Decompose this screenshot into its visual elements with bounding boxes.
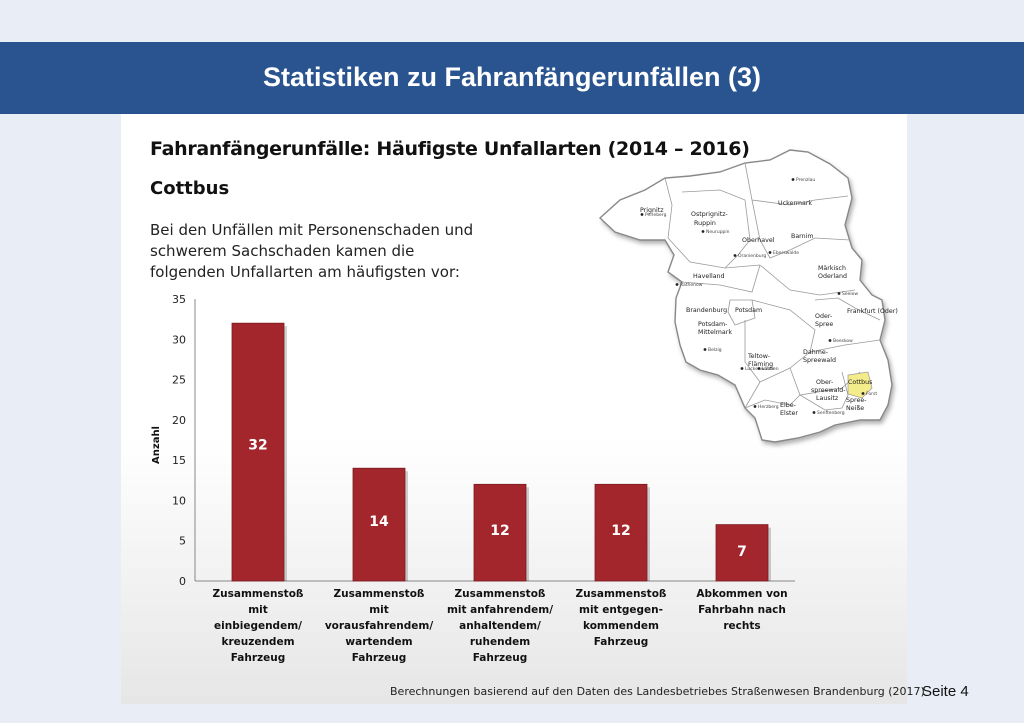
map-region-label: Dahme-: [803, 349, 828, 356]
bar-value-label: 12: [490, 523, 509, 539]
y-tick-label: 10: [172, 494, 186, 507]
y-tick-label: 20: [172, 414, 186, 427]
map-region-label: Fläming: [748, 361, 773, 368]
map-town-dot: [640, 213, 644, 216]
map-region-label: Potsdam-: [698, 321, 727, 328]
map-town-label: Eberswalde: [773, 250, 799, 256]
bar: [715, 524, 769, 582]
cottbus-highlight: [847, 371, 873, 399]
region-label: Cottbus: [150, 178, 230, 199]
map-town-dot: [701, 230, 705, 233]
y-tick-label: 25: [172, 374, 186, 387]
map-region-label: Ostprignitz-: [691, 211, 728, 218]
bar-value-label: 7: [737, 544, 747, 560]
map-town-label: Seelow: [842, 291, 858, 297]
map-town-label: Belzig: [708, 347, 722, 353]
category-label: Zusammenstoß mit entgegen-kommendem Fahrze…: [576, 588, 667, 648]
map-region-label: Märkisch: [818, 265, 846, 272]
map-region-label: Prignitz: [640, 207, 664, 214]
category-label: Zusammenstoß mit vorausfahrendem/wartendem…: [325, 588, 434, 664]
bar-value-label: 12: [611, 523, 630, 539]
map-town-label: Oranienburg: [738, 253, 766, 259]
map-region-label: Spree-: [846, 397, 866, 404]
map-town-label: Prenzlau: [796, 177, 815, 183]
map-region-label: Spreewald: [803, 357, 836, 364]
map-town-dot: [675, 283, 679, 286]
map-town-label: Lübben: [762, 366, 779, 372]
category-label: Zusammenstoß mit einbiegendem/kreuzendem Fa…: [213, 588, 304, 664]
y-axis-label: Anzahl: [151, 426, 162, 464]
map-town-dot: [812, 411, 816, 414]
map-region-label: Havelland: [693, 273, 725, 280]
y-tick-label: 35: [172, 293, 186, 306]
map-town-label: Herzberg: [758, 404, 779, 410]
map-town-dot: [791, 178, 795, 181]
map-town-label: Senftenberg: [817, 410, 845, 416]
bar-value-label: 14: [369, 514, 389, 530]
category-label: Zusammenstoß mit anfahrendem/anhaltendem/…: [447, 588, 553, 664]
map-region-label: Elbe-: [780, 402, 796, 409]
map-town-dot: [733, 254, 737, 257]
map-town-dot: [828, 339, 832, 342]
description-text: Bei den Unfällen mit Personenschaden und…: [150, 221, 474, 281]
map-town-label: Neuruppin: [706, 229, 730, 235]
map-town-label: Beeskow: [833, 338, 853, 344]
map-region-label: Cottbus: [848, 379, 872, 386]
map-town-label: Rathenow: [680, 282, 703, 288]
y-tick-label: 5: [179, 535, 186, 548]
page-number: Seite 4: [922, 683, 969, 700]
map-region-label: Barnim: [791, 233, 814, 240]
bar: [594, 483, 648, 582]
y-tick-label: 0: [179, 575, 186, 588]
map-region-label: Oberhavel: [742, 237, 775, 244]
y-tick-label: 15: [172, 454, 186, 467]
slide-title: Statistiken zu Fahranfängerunfällen (3): [262, 62, 762, 92]
map-region-label: Brandenburg: [686, 307, 727, 314]
map-town-label: Perleberg: [645, 212, 667, 218]
bar: [473, 483, 527, 582]
map-region-label: Potsdam: [735, 307, 762, 314]
map-region-label: Spree: [815, 321, 833, 328]
map-town-dot: [837, 292, 841, 295]
map-region-label: Elster: [780, 410, 798, 417]
map-region-label: Oderland: [818, 273, 847, 280]
brandenburg-map: Prignitz Ostprignitz- Ruppin Uckermark Oberh…: [598, 149, 898, 443]
category-label: Abkommen von Fahrbahn nach rechts: [696, 588, 787, 632]
map-region-label: Lausitz: [816, 395, 839, 402]
y-tick-label: 30: [172, 333, 186, 346]
map-town-dot: [753, 405, 757, 408]
map-region-label: Oder-: [815, 313, 832, 320]
map-town-label: Forst: [866, 391, 877, 397]
bar-value-label: 32: [248, 437, 267, 453]
map-town-dot: [740, 367, 744, 370]
bar: [231, 322, 285, 582]
map-region-label: Ruppin: [694, 220, 716, 227]
map-region-label: Neiße: [846, 405, 864, 412]
map-region-label: Ober-: [816, 379, 833, 386]
map-region-label: Uckermark: [778, 200, 812, 207]
map-town-dot: [703, 348, 707, 351]
map-town-dot: [861, 392, 865, 395]
map-region-label: Frankfurt (Oder): [847, 308, 898, 315]
map-town-dot: [757, 367, 761, 370]
source-note: Berechnungen basierend auf den Daten des…: [390, 685, 925, 698]
header-band: [0, 42, 1024, 114]
chart-heading: Fahranfängerunfälle: Häufigste Unfallart…: [150, 138, 750, 160]
bar: [352, 467, 406, 582]
map-outline: [598, 149, 893, 443]
map-region-label: Mittelmark: [698, 329, 732, 336]
map-region-label: spreewald-: [811, 387, 846, 394]
bar-chart: Anzahl 0 5 10 15 20 25 30 35 32 14 12 12 7 Zusammen…: [151, 293, 795, 664]
map-town-dot: [768, 251, 772, 254]
map-region-label: Teltow-: [747, 353, 770, 360]
